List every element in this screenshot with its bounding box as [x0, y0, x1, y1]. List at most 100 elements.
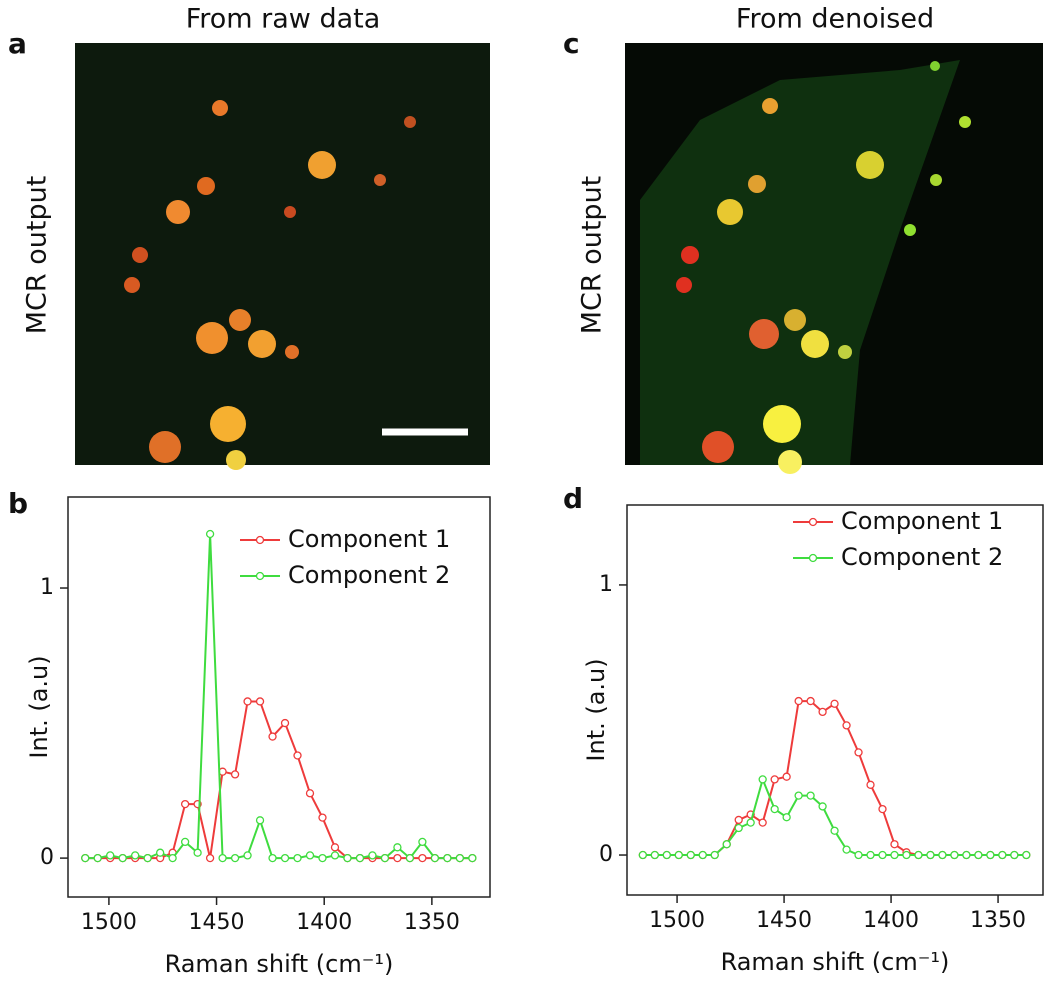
data-point — [443, 853, 452, 863]
image-side-label: MCR output — [577, 176, 608, 335]
data-point — [1022, 850, 1031, 860]
y-tick-label: 0 — [599, 842, 613, 867]
data-point — [842, 845, 851, 854]
data-point — [268, 853, 277, 863]
data-point — [280, 718, 290, 728]
data-point — [806, 696, 815, 706]
data-point — [746, 818, 755, 827]
data-point — [830, 699, 839, 708]
x-tick-label: 1400 — [863, 908, 919, 933]
data-point — [368, 851, 377, 860]
data-point — [650, 850, 659, 860]
data-point — [890, 850, 899, 860]
data-point — [902, 850, 911, 860]
data-point — [93, 853, 102, 863]
x-tick-label: 1450 — [756, 908, 812, 933]
data-point — [722, 840, 731, 849]
data-point — [854, 850, 863, 860]
data-point — [662, 850, 671, 860]
x-tick-label: 1350 — [404, 910, 460, 935]
data-point — [734, 823, 743, 833]
data-point — [770, 804, 779, 814]
data-point — [180, 799, 190, 809]
image-title: From raw data — [186, 4, 381, 35]
data-point — [280, 853, 290, 863]
data-point — [758, 775, 767, 784]
data-point — [81, 853, 90, 863]
x-tick-label: 1400 — [296, 910, 352, 935]
data-point — [758, 818, 767, 827]
x-tick-label: 1350 — [970, 908, 1026, 933]
data-point — [343, 853, 352, 863]
x-axis-label: Raman shift (cm⁻¹) — [165, 950, 394, 978]
data-point — [330, 843, 340, 852]
data-point — [393, 843, 402, 852]
data-point — [638, 850, 647, 860]
data-point — [168, 853, 177, 863]
data-point — [305, 789, 315, 798]
data-point — [782, 813, 791, 822]
data-point — [318, 813, 327, 822]
data-point — [305, 851, 315, 860]
data-point — [418, 837, 427, 847]
data-point — [842, 721, 851, 730]
legend-label: Component 2 — [841, 543, 1003, 571]
x-tick-label: 1500 — [81, 910, 137, 935]
data-point — [205, 853, 215, 863]
y-axis-label: Int. (a.u) — [582, 658, 610, 761]
series-line — [642, 776, 1027, 857]
image-raw — [75, 43, 490, 470]
legend-marker — [255, 571, 265, 581]
data-point — [698, 850, 707, 860]
data-point — [818, 707, 827, 717]
data-point — [854, 748, 863, 757]
data-point — [455, 853, 465, 863]
panel-label: c — [563, 27, 580, 60]
panel-label: a — [8, 27, 27, 60]
panel-label: b — [8, 487, 28, 520]
data-point — [866, 850, 875, 860]
data-point — [293, 853, 302, 863]
data-point — [118, 853, 127, 863]
data-point — [180, 837, 190, 847]
data-point — [986, 850, 995, 860]
data-point — [794, 791, 803, 800]
data-point — [230, 853, 240, 863]
data-point — [405, 853, 415, 863]
legend-marker — [808, 553, 818, 563]
x-tick-label: 1500 — [649, 908, 705, 933]
data-point — [143, 853, 152, 863]
data-point — [255, 816, 265, 825]
data-point — [393, 853, 402, 863]
data-point — [268, 732, 277, 741]
data-point — [878, 804, 887, 814]
data-point — [878, 850, 887, 860]
data-point — [418, 853, 427, 863]
data-point — [355, 853, 365, 863]
data-point — [674, 850, 683, 860]
data-point — [962, 850, 971, 860]
data-point — [998, 850, 1007, 860]
data-point — [318, 853, 327, 863]
x-axis-label: Raman shift (cm⁻¹) — [721, 948, 950, 976]
data-point — [950, 850, 959, 860]
legend-label: Component 1 — [288, 525, 450, 553]
data-point — [806, 791, 815, 800]
image-title: From denoised — [736, 4, 934, 35]
data-point — [974, 850, 983, 860]
data-point — [230, 770, 240, 779]
panel-label: d — [563, 482, 583, 515]
data-point — [255, 697, 265, 706]
data-point — [710, 850, 719, 860]
legend-label: Component 2 — [288, 561, 450, 589]
data-point — [193, 848, 202, 857]
data-point — [156, 848, 165, 857]
y-tick-label: 0 — [40, 845, 54, 870]
plot-frame — [67, 496, 491, 898]
data-point — [380, 853, 390, 863]
data-point — [205, 529, 215, 539]
data-point — [218, 853, 227, 863]
data-point — [243, 851, 252, 860]
data-point — [890, 840, 899, 849]
